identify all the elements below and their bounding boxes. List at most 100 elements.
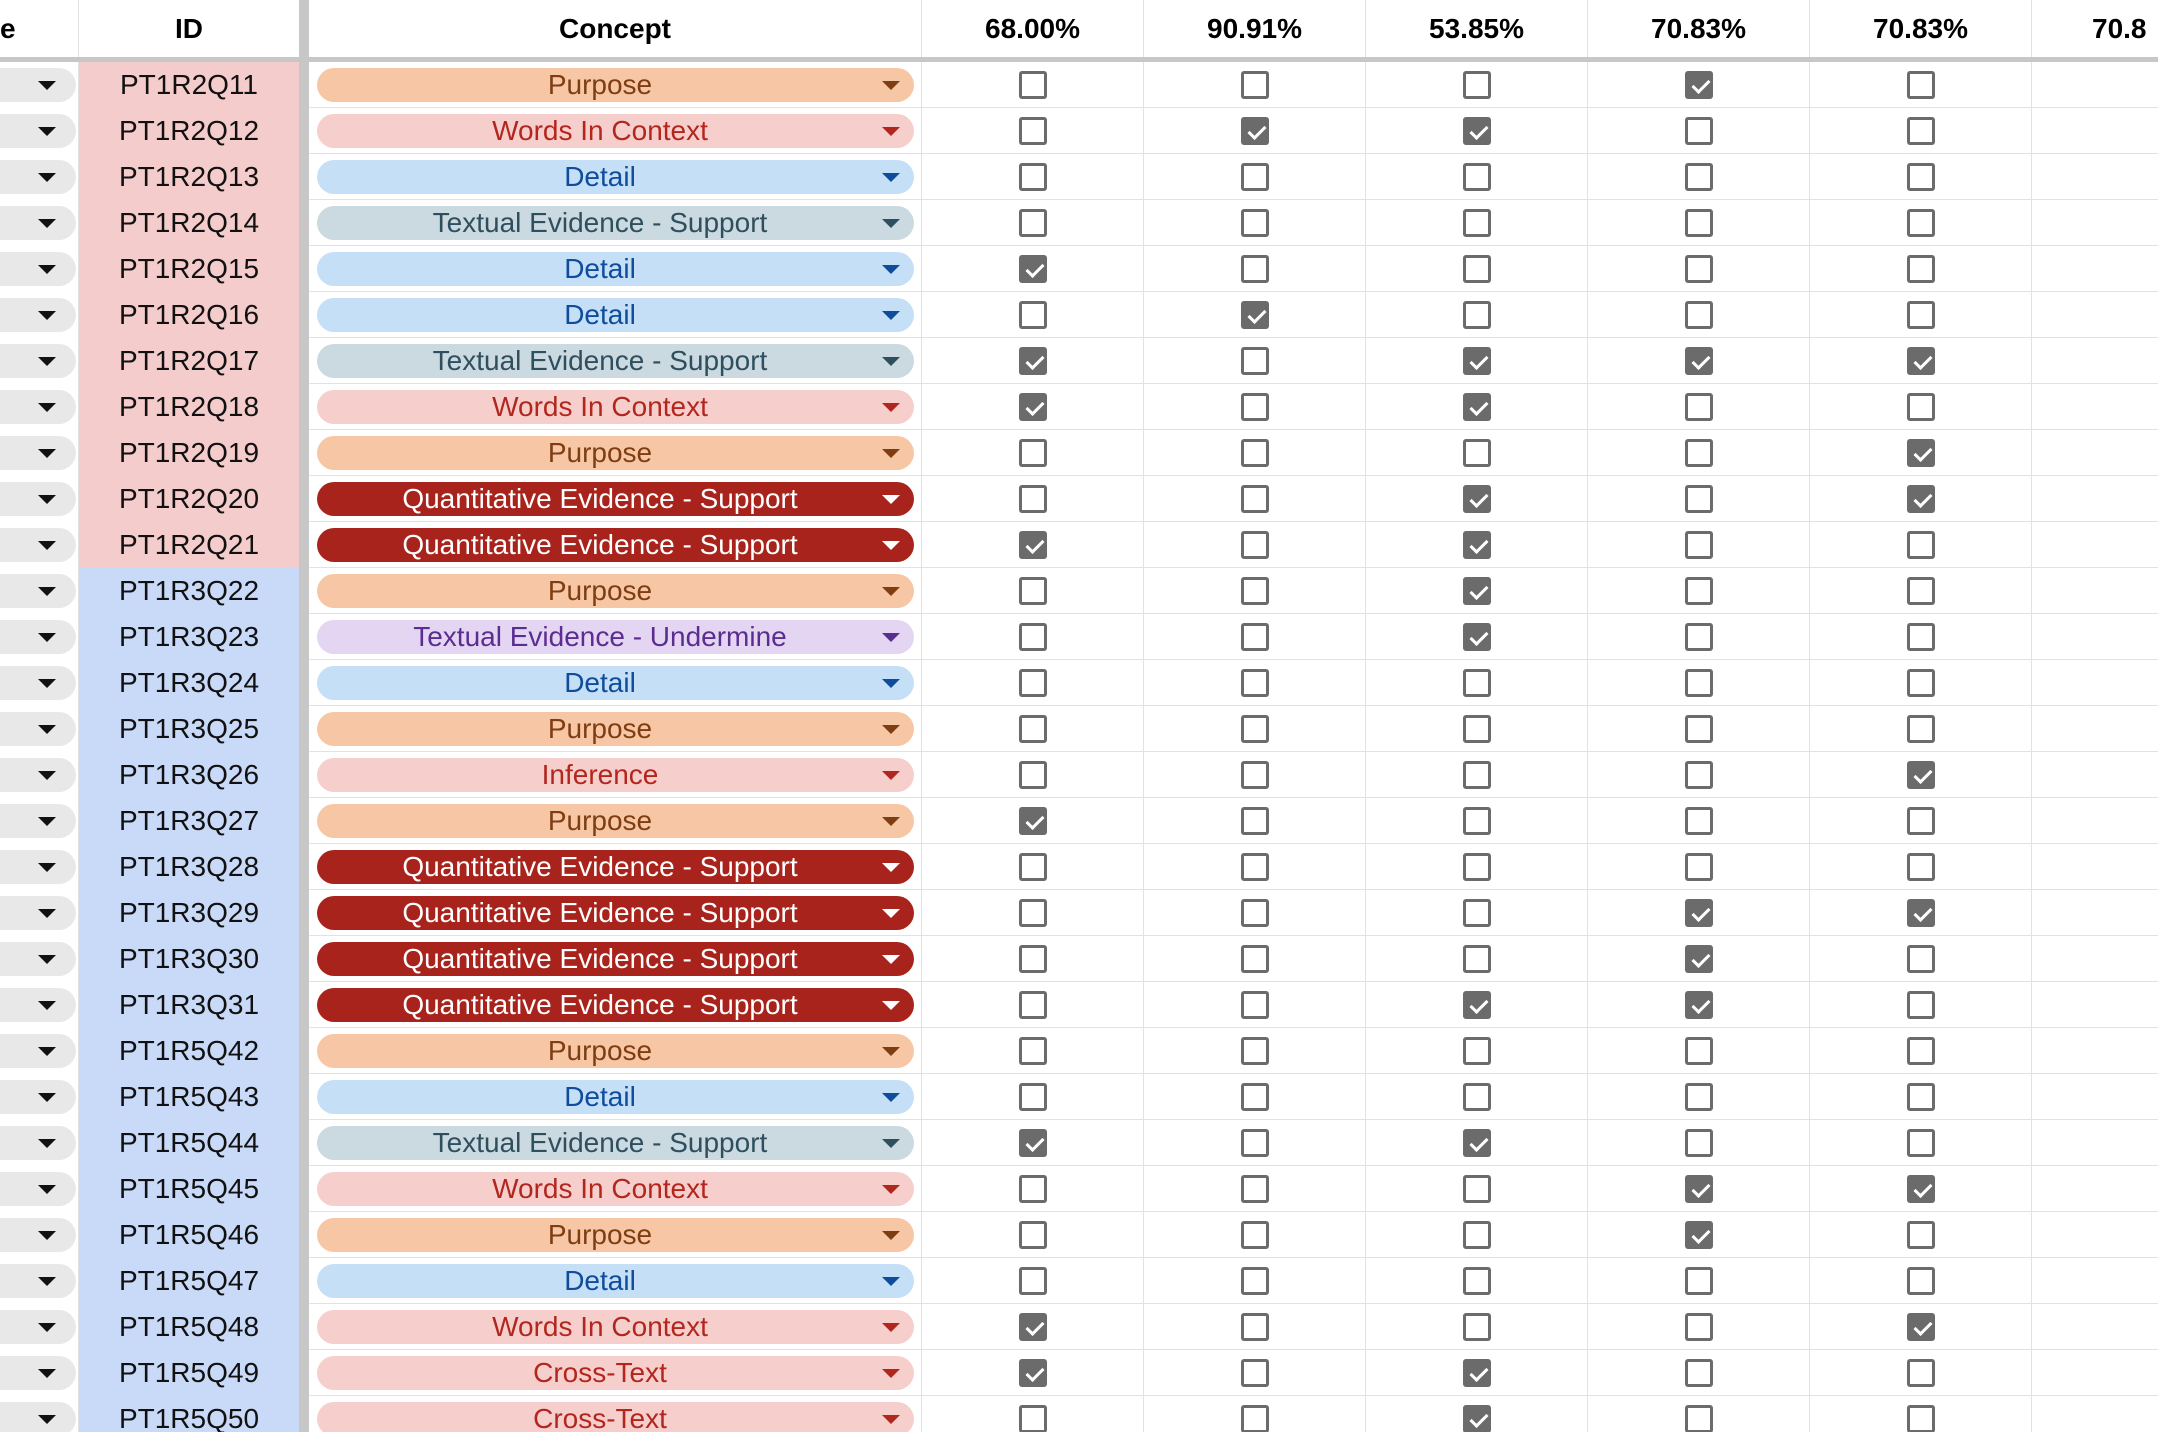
checkbox[interactable] <box>1240 807 1269 835</box>
cell-concept[interactable]: Purpose <box>309 1212 922 1258</box>
checkbox[interactable] <box>1240 623 1269 651</box>
checkbox[interactable] <box>1684 715 1713 743</box>
checkbox[interactable] <box>1906 1175 1935 1203</box>
cell-partial-dropdown[interactable] <box>0 476 79 522</box>
frozen-column-divider[interactable] <box>299 0 309 57</box>
concept-dropdown-chip[interactable]: Purpose <box>316 436 914 470</box>
checkbox[interactable] <box>1018 945 1047 973</box>
checkbox[interactable] <box>1684 1359 1713 1387</box>
checkbox[interactable] <box>1018 71 1047 99</box>
checkbox[interactable] <box>1906 899 1935 927</box>
checkbox[interactable] <box>1240 853 1269 881</box>
cell-check[interactable] <box>1810 1074 2032 1120</box>
cell-partial-dropdown[interactable] <box>0 338 79 384</box>
cell-check[interactable] <box>2032 1074 2158 1120</box>
checkbox[interactable] <box>1240 531 1269 559</box>
cell-check[interactable] <box>1144 936 1366 982</box>
cell-check[interactable] <box>1588 476 1810 522</box>
caret-down-icon[interactable] <box>881 495 900 504</box>
cell-id[interactable]: PT1R5Q48 <box>79 1304 299 1350</box>
cell-partial-dropdown[interactable] <box>0 1074 79 1120</box>
cell-check[interactable] <box>922 1120 1144 1166</box>
checkbox[interactable] <box>1018 761 1047 789</box>
cell-check[interactable] <box>1810 798 2032 844</box>
checkbox[interactable] <box>1462 209 1491 237</box>
dropdown-chip-partial[interactable] <box>0 114 76 148</box>
caret-down-icon[interactable] <box>38 1001 56 1010</box>
cell-check[interactable] <box>1588 338 1810 384</box>
checkbox[interactable] <box>1018 1129 1047 1157</box>
concept-dropdown-chip[interactable]: Words In Context <box>316 390 914 424</box>
concept-dropdown-chip[interactable]: Purpose <box>316 68 914 102</box>
cell-check[interactable] <box>922 62 1144 108</box>
checkbox[interactable] <box>1684 807 1713 835</box>
cell-partial-dropdown[interactable] <box>0 1258 79 1304</box>
checkbox[interactable] <box>1906 623 1935 651</box>
column-header-partial[interactable]: e <box>0 0 79 57</box>
cell-check[interactable] <box>1588 1212 1810 1258</box>
checkbox[interactable] <box>1684 209 1713 237</box>
cell-check[interactable] <box>922 936 1144 982</box>
cell-check[interactable] <box>1810 568 2032 614</box>
caret-down-icon[interactable] <box>881 403 900 412</box>
checkbox[interactable] <box>1684 991 1713 1019</box>
cell-check[interactable] <box>922 200 1144 246</box>
cell-check[interactable] <box>1144 338 1366 384</box>
checkbox[interactable] <box>1684 669 1713 697</box>
cell-concept[interactable]: Words In Context <box>309 1166 922 1212</box>
cell-check[interactable] <box>1810 200 2032 246</box>
caret-down-icon[interactable] <box>38 1415 56 1424</box>
checkbox[interactable] <box>1462 991 1491 1019</box>
caret-down-icon[interactable] <box>38 1185 56 1194</box>
caret-down-icon[interactable] <box>881 725 900 734</box>
caret-down-icon[interactable] <box>38 587 56 596</box>
concept-dropdown-chip[interactable]: Purpose <box>316 804 914 838</box>
checkbox[interactable] <box>1684 853 1713 881</box>
cell-partial-dropdown[interactable] <box>0 706 79 752</box>
checkbox[interactable] <box>1462 1129 1491 1157</box>
cell-check[interactable] <box>1144 1074 1366 1120</box>
checkbox[interactable] <box>1684 1129 1713 1157</box>
cell-check[interactable] <box>1366 798 1588 844</box>
concept-dropdown-chip[interactable]: Detail <box>316 1080 914 1114</box>
cell-id[interactable]: PT1R5Q49 <box>79 1350 299 1396</box>
cell-check[interactable] <box>1144 292 1366 338</box>
checkbox[interactable] <box>1240 761 1269 789</box>
cell-id[interactable]: PT1R3Q30 <box>79 936 299 982</box>
cell-concept[interactable]: Quantitative Evidence - Support <box>309 982 922 1028</box>
cell-check[interactable] <box>1144 706 1366 752</box>
caret-down-icon[interactable] <box>881 1231 900 1240</box>
checkbox[interactable] <box>1240 1083 1269 1111</box>
cell-id[interactable]: PT1R3Q26 <box>79 752 299 798</box>
cell-check[interactable] <box>1366 1120 1588 1166</box>
caret-down-icon[interactable] <box>881 1093 900 1102</box>
cell-partial-dropdown[interactable] <box>0 1212 79 1258</box>
checkbox[interactable] <box>1240 945 1269 973</box>
concept-dropdown-chip[interactable]: Purpose <box>316 712 914 746</box>
cell-check[interactable] <box>1588 1396 1810 1432</box>
checkbox[interactable] <box>1462 761 1491 789</box>
caret-down-icon[interactable] <box>38 1231 56 1240</box>
cell-check[interactable] <box>1810 660 2032 706</box>
caret-down-icon[interactable] <box>881 817 900 826</box>
concept-dropdown-chip[interactable]: Words In Context <box>316 1172 914 1206</box>
cell-check[interactable] <box>1366 200 1588 246</box>
cell-check[interactable] <box>1810 430 2032 476</box>
cell-id[interactable]: PT1R5Q45 <box>79 1166 299 1212</box>
cell-id[interactable]: PT1R3Q29 <box>79 890 299 936</box>
cell-check[interactable] <box>1144 384 1366 430</box>
cell-id[interactable]: PT1R2Q13 <box>79 154 299 200</box>
cell-check[interactable] <box>1588 614 1810 660</box>
checkbox[interactable] <box>1906 163 1935 191</box>
checkbox[interactable] <box>1906 1221 1935 1249</box>
checkbox[interactable] <box>1462 163 1491 191</box>
checkbox[interactable] <box>1240 1175 1269 1203</box>
cell-partial-dropdown[interactable] <box>0 62 79 108</box>
checkbox[interactable] <box>1240 669 1269 697</box>
cell-check[interactable] <box>1366 476 1588 522</box>
concept-dropdown-chip[interactable]: Purpose <box>316 1034 914 1068</box>
concept-dropdown-chip[interactable]: Quantitative Evidence - Support <box>316 850 914 884</box>
cell-check[interactable] <box>2032 1396 2158 1432</box>
cell-check[interactable] <box>922 522 1144 568</box>
caret-down-icon[interactable] <box>881 357 900 366</box>
